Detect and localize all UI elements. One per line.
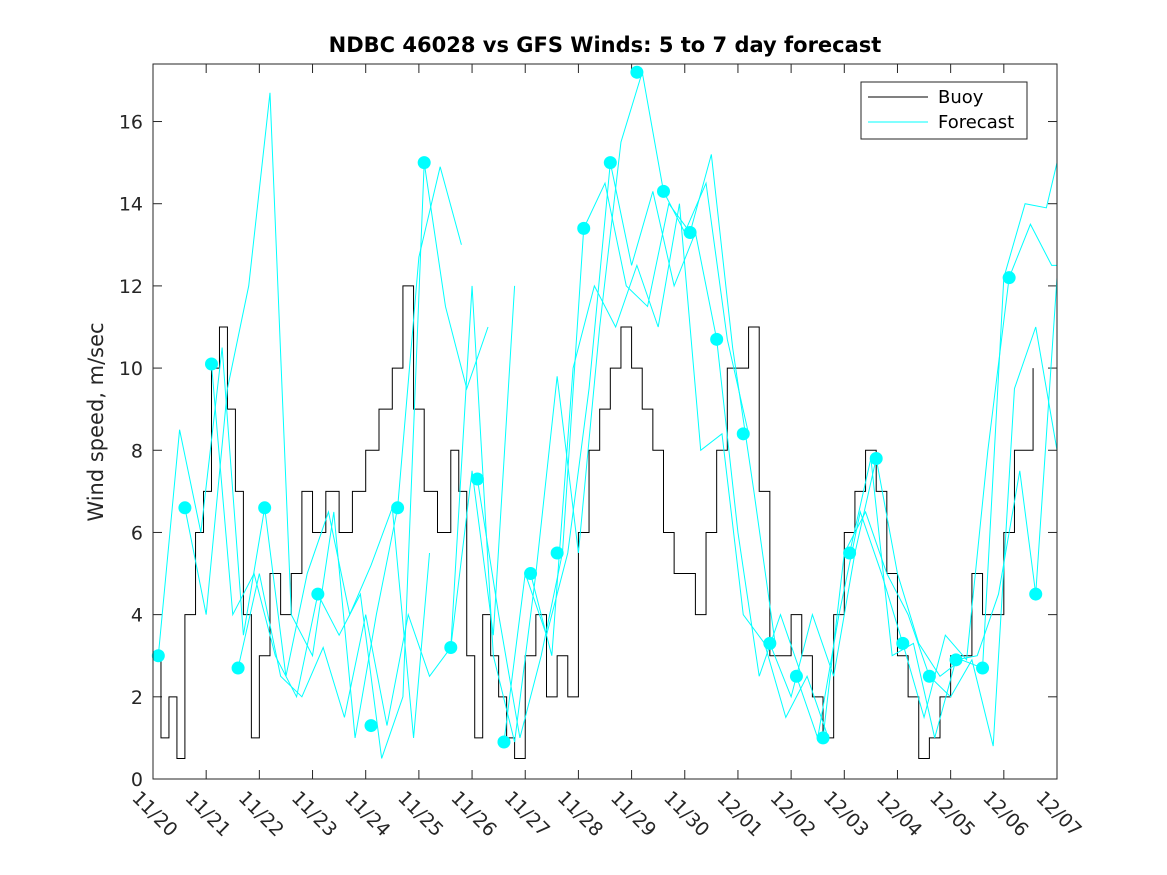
forecast-point xyxy=(231,661,245,675)
forecast-point xyxy=(1029,587,1043,601)
forecast-point xyxy=(417,156,431,170)
forecast-point xyxy=(577,221,591,235)
forecast-point xyxy=(1002,271,1016,285)
chart-title: NDBC 46028 vs GFS Winds: 5 to 7 day fore… xyxy=(329,33,882,57)
forecast-point xyxy=(976,661,990,675)
legend-box xyxy=(860,81,1028,140)
forecast-point xyxy=(896,636,910,650)
forecast-point xyxy=(311,587,325,601)
forecast-point xyxy=(683,225,697,239)
y-tick-label: 8 xyxy=(131,440,143,462)
legend-forecast-label: Forecast xyxy=(938,112,1014,133)
forecast-point xyxy=(151,649,165,663)
forecast-run-line xyxy=(184,92,462,738)
legend-buoy-label: Buoy xyxy=(938,87,984,108)
forecast-point xyxy=(497,735,511,749)
legend: Buoy Forecast xyxy=(860,81,1028,140)
forecast-run-line xyxy=(530,203,829,739)
forecast-point xyxy=(630,65,644,79)
y-axis-label: Wind speed, m/sec xyxy=(84,322,108,521)
forecast-point xyxy=(922,669,936,683)
y-tick-label: 4 xyxy=(131,605,143,627)
y-tick-label: 2 xyxy=(131,687,143,709)
plot-area xyxy=(153,64,1057,779)
y-tick-label: 0 xyxy=(131,769,143,791)
forecast-point xyxy=(656,184,670,198)
forecast-run-line xyxy=(237,285,516,726)
forecast-point xyxy=(204,357,218,371)
forecast-point xyxy=(816,731,830,745)
forecast-point xyxy=(524,567,538,581)
y-tick-label: 12 xyxy=(119,276,143,298)
forecast-run-line xyxy=(503,162,803,743)
forecast-point xyxy=(178,501,192,515)
forecast-point xyxy=(364,719,378,733)
forecast-run-line xyxy=(210,162,489,759)
forecast-point xyxy=(391,501,405,515)
forecast-point xyxy=(789,669,803,683)
forecast-run-line xyxy=(769,162,1058,699)
forecast-point xyxy=(710,332,724,346)
forecast-point xyxy=(763,636,777,650)
forecast-point xyxy=(949,653,963,667)
forecast-point xyxy=(736,427,750,441)
forecast-point xyxy=(843,546,857,560)
forecast-point xyxy=(444,641,458,655)
y-tick-label: 14 xyxy=(119,194,143,216)
forecast-point xyxy=(869,451,883,465)
forecast-point xyxy=(603,156,617,170)
forecast-point xyxy=(258,501,272,515)
y-tick-label: 16 xyxy=(119,112,143,134)
y-tick-label: 10 xyxy=(119,358,143,380)
y-tick-label: 6 xyxy=(131,522,143,544)
forecast-point xyxy=(550,546,564,560)
plot-frame xyxy=(152,63,1058,780)
series-layer xyxy=(151,65,1058,759)
forecast-run-line xyxy=(476,154,776,739)
forecast-point xyxy=(470,472,484,486)
forecast-run-line xyxy=(822,326,1058,747)
